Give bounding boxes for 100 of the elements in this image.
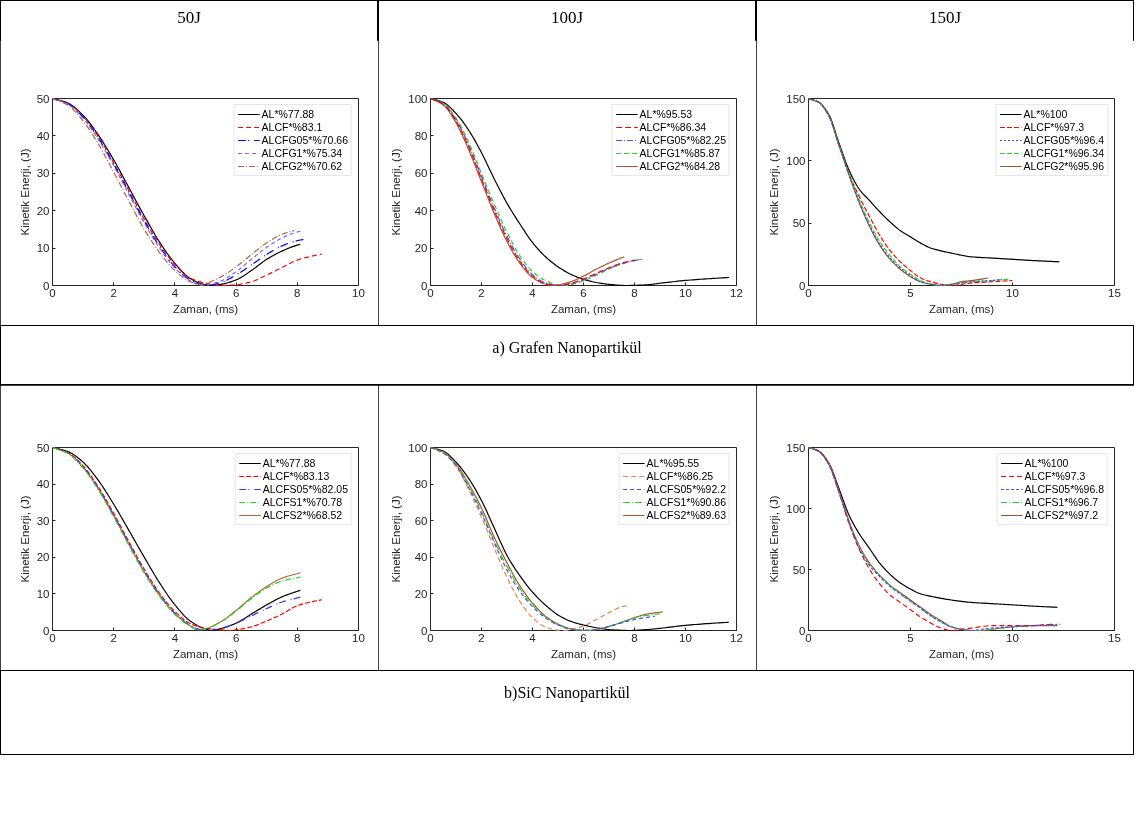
legend-label: AL*%77.88 xyxy=(261,108,315,120)
legend-label: ALCF*%83.13 xyxy=(262,470,330,482)
y-tick-label: 10 xyxy=(36,587,50,600)
x-tick-label: 6 xyxy=(232,286,240,299)
y-tick-label: 150 xyxy=(786,92,806,105)
x-axis-title: Zaman, (ms) xyxy=(172,647,239,660)
x-tick-label: 4 xyxy=(529,631,537,644)
y-tick-label: 30 xyxy=(36,514,50,527)
x-tick-label: 10 xyxy=(1006,631,1019,644)
y-tick-label: 50 xyxy=(36,92,50,105)
x-tick-label: 4 xyxy=(171,631,179,644)
x-tick-label: 6 xyxy=(580,631,587,644)
x-tick-label: 2 xyxy=(110,631,117,644)
y-tick-label: 20 xyxy=(36,204,50,217)
legend-label: ALCF*%86.34 xyxy=(639,121,707,133)
legend-label: ALCFG2*%84.28 xyxy=(639,160,721,172)
x-tick-label: 6 xyxy=(232,631,240,644)
y-tick-label: 20 xyxy=(414,242,428,255)
x-tick-label: 4 xyxy=(171,286,179,299)
x-tick-label: 12 xyxy=(730,631,743,644)
x-axis-title: Zaman, (ms) xyxy=(550,647,617,660)
y-tick-label: 60 xyxy=(414,514,428,527)
legend-label: ALCFS05*%82.05 xyxy=(262,483,348,495)
y-tick-label: 80 xyxy=(414,129,428,142)
y-tick-label: 40 xyxy=(36,478,50,491)
legend-label: ALCFS2*%97.2 xyxy=(1024,509,1099,521)
x-axis-title: Zaman, (ms) xyxy=(550,302,617,315)
x-tick-label: 6 xyxy=(580,286,587,299)
legend-label: ALCF*%97.3 xyxy=(1023,121,1085,133)
legend-label: AL*%95.53 xyxy=(639,108,693,120)
y-tick-label: 50 xyxy=(792,217,806,230)
text: a) Grafen Nanopartikül xyxy=(492,338,642,359)
y-axis-title: Kinetik Enerji, (J) xyxy=(18,495,31,583)
x-tick-label: 15 xyxy=(1108,286,1121,299)
x-axis-title: Zaman, (ms) xyxy=(928,647,995,660)
legend-label: ALCFS2*%89.63 xyxy=(646,509,726,521)
y-tick-label: 80 xyxy=(414,478,428,491)
y-axis-title: Kinetik Enerji, (J) xyxy=(18,148,31,236)
legend-label: AL*%100 xyxy=(1023,108,1068,120)
legend-label: ALCFG05*%96.4 xyxy=(1023,134,1104,146)
legend-label: AL*%100 xyxy=(1024,457,1069,469)
x-tick-label: 5 xyxy=(907,286,914,299)
legend-label: ALCF*%97.3 xyxy=(1024,470,1086,482)
legend-label: ALCFS1*%90.86 xyxy=(646,496,726,508)
x-tick-label: 5 xyxy=(907,631,914,644)
legend-label: ALCFG1*%75.34 xyxy=(261,147,343,159)
legend-label: ALCFG1*%85.87 xyxy=(639,147,721,159)
y-tick-label: 40 xyxy=(414,204,428,217)
y-axis-title: Kinetik Enerji, (J) xyxy=(390,495,403,583)
x-tick-label: 10 xyxy=(1006,286,1019,299)
x-tick-label: 10 xyxy=(679,631,692,644)
legend-label: ALCF*%83.1 xyxy=(261,121,323,133)
x-tick-label: 15 xyxy=(1108,631,1121,644)
x-tick-label: 2 xyxy=(478,286,485,299)
y-axis-title: Kinetik Enerji, (J) xyxy=(768,148,781,236)
y-tick-label: 100 xyxy=(786,154,806,167)
y-tick-label: 60 xyxy=(414,167,428,180)
y-tick-label: 20 xyxy=(36,551,50,564)
text: b)SiC Nanopartikül xyxy=(504,683,630,704)
legend-label: ALCFG1*%96.34 xyxy=(1023,147,1104,159)
legend-label: ALCFS1*%70.78 xyxy=(262,496,343,508)
x-tick-label: 10 xyxy=(679,286,692,299)
x-tick-label: 8 xyxy=(631,286,638,299)
y-tick-label: 40 xyxy=(36,129,50,142)
y-tick-label: 100 xyxy=(408,92,428,105)
legend-label: ALCFG05*%70.66 xyxy=(261,134,348,146)
y-tick-label: 100 xyxy=(408,441,428,454)
legend-label: ALCFG05*%82.25 xyxy=(639,134,726,146)
y-axis-title: Kinetik Enerji, (J) xyxy=(390,148,403,236)
y-tick-label: 40 xyxy=(414,551,428,564)
y-tick-label: 20 xyxy=(414,587,428,600)
legend-label: ALCFS05*%96.8 xyxy=(1024,483,1104,495)
x-tick-label: 12 xyxy=(730,286,743,299)
x-tick-label: 4 xyxy=(529,286,537,299)
legend-label: ALCFS05*%92.2 xyxy=(646,483,726,495)
x-tick-label: 2 xyxy=(478,631,485,644)
legend-label: ALCFS2*%68.52 xyxy=(262,509,343,521)
y-tick-label: 50 xyxy=(792,563,806,576)
x-tick-label: 10 xyxy=(352,286,365,299)
legend-label: AL*%77.88 xyxy=(262,457,316,469)
x-tick-label: 8 xyxy=(631,631,638,644)
x-axis-title: Zaman, (ms) xyxy=(928,302,995,315)
legend-label: ALCF*%86.25 xyxy=(646,470,714,482)
x-tick-label: 8 xyxy=(294,631,301,644)
y-tick-label: 100 xyxy=(786,502,806,515)
legend-label: ALCFG2*%70.62 xyxy=(261,160,343,172)
y-axis-title: Kinetik Enerji, (J) xyxy=(768,495,781,583)
legend-label: ALCFS1*%96.7 xyxy=(1024,496,1099,508)
x-tick-label: 8 xyxy=(294,286,301,299)
chart-title: 150J xyxy=(928,7,962,29)
x-axis-title: Zaman, (ms) xyxy=(172,302,239,315)
x-tick-label: 10 xyxy=(352,631,365,644)
y-tick-label: 50 xyxy=(36,441,50,454)
legend-label: AL*%95.55 xyxy=(646,457,700,469)
legend-label: ALCFG2*%95.96 xyxy=(1023,160,1104,172)
chart-title: 100J xyxy=(550,7,584,29)
y-tick-label: 150 xyxy=(786,441,806,454)
x-tick-label: 2 xyxy=(110,286,117,299)
chart-title: 50J xyxy=(177,7,201,29)
y-tick-label: 10 xyxy=(36,242,50,255)
